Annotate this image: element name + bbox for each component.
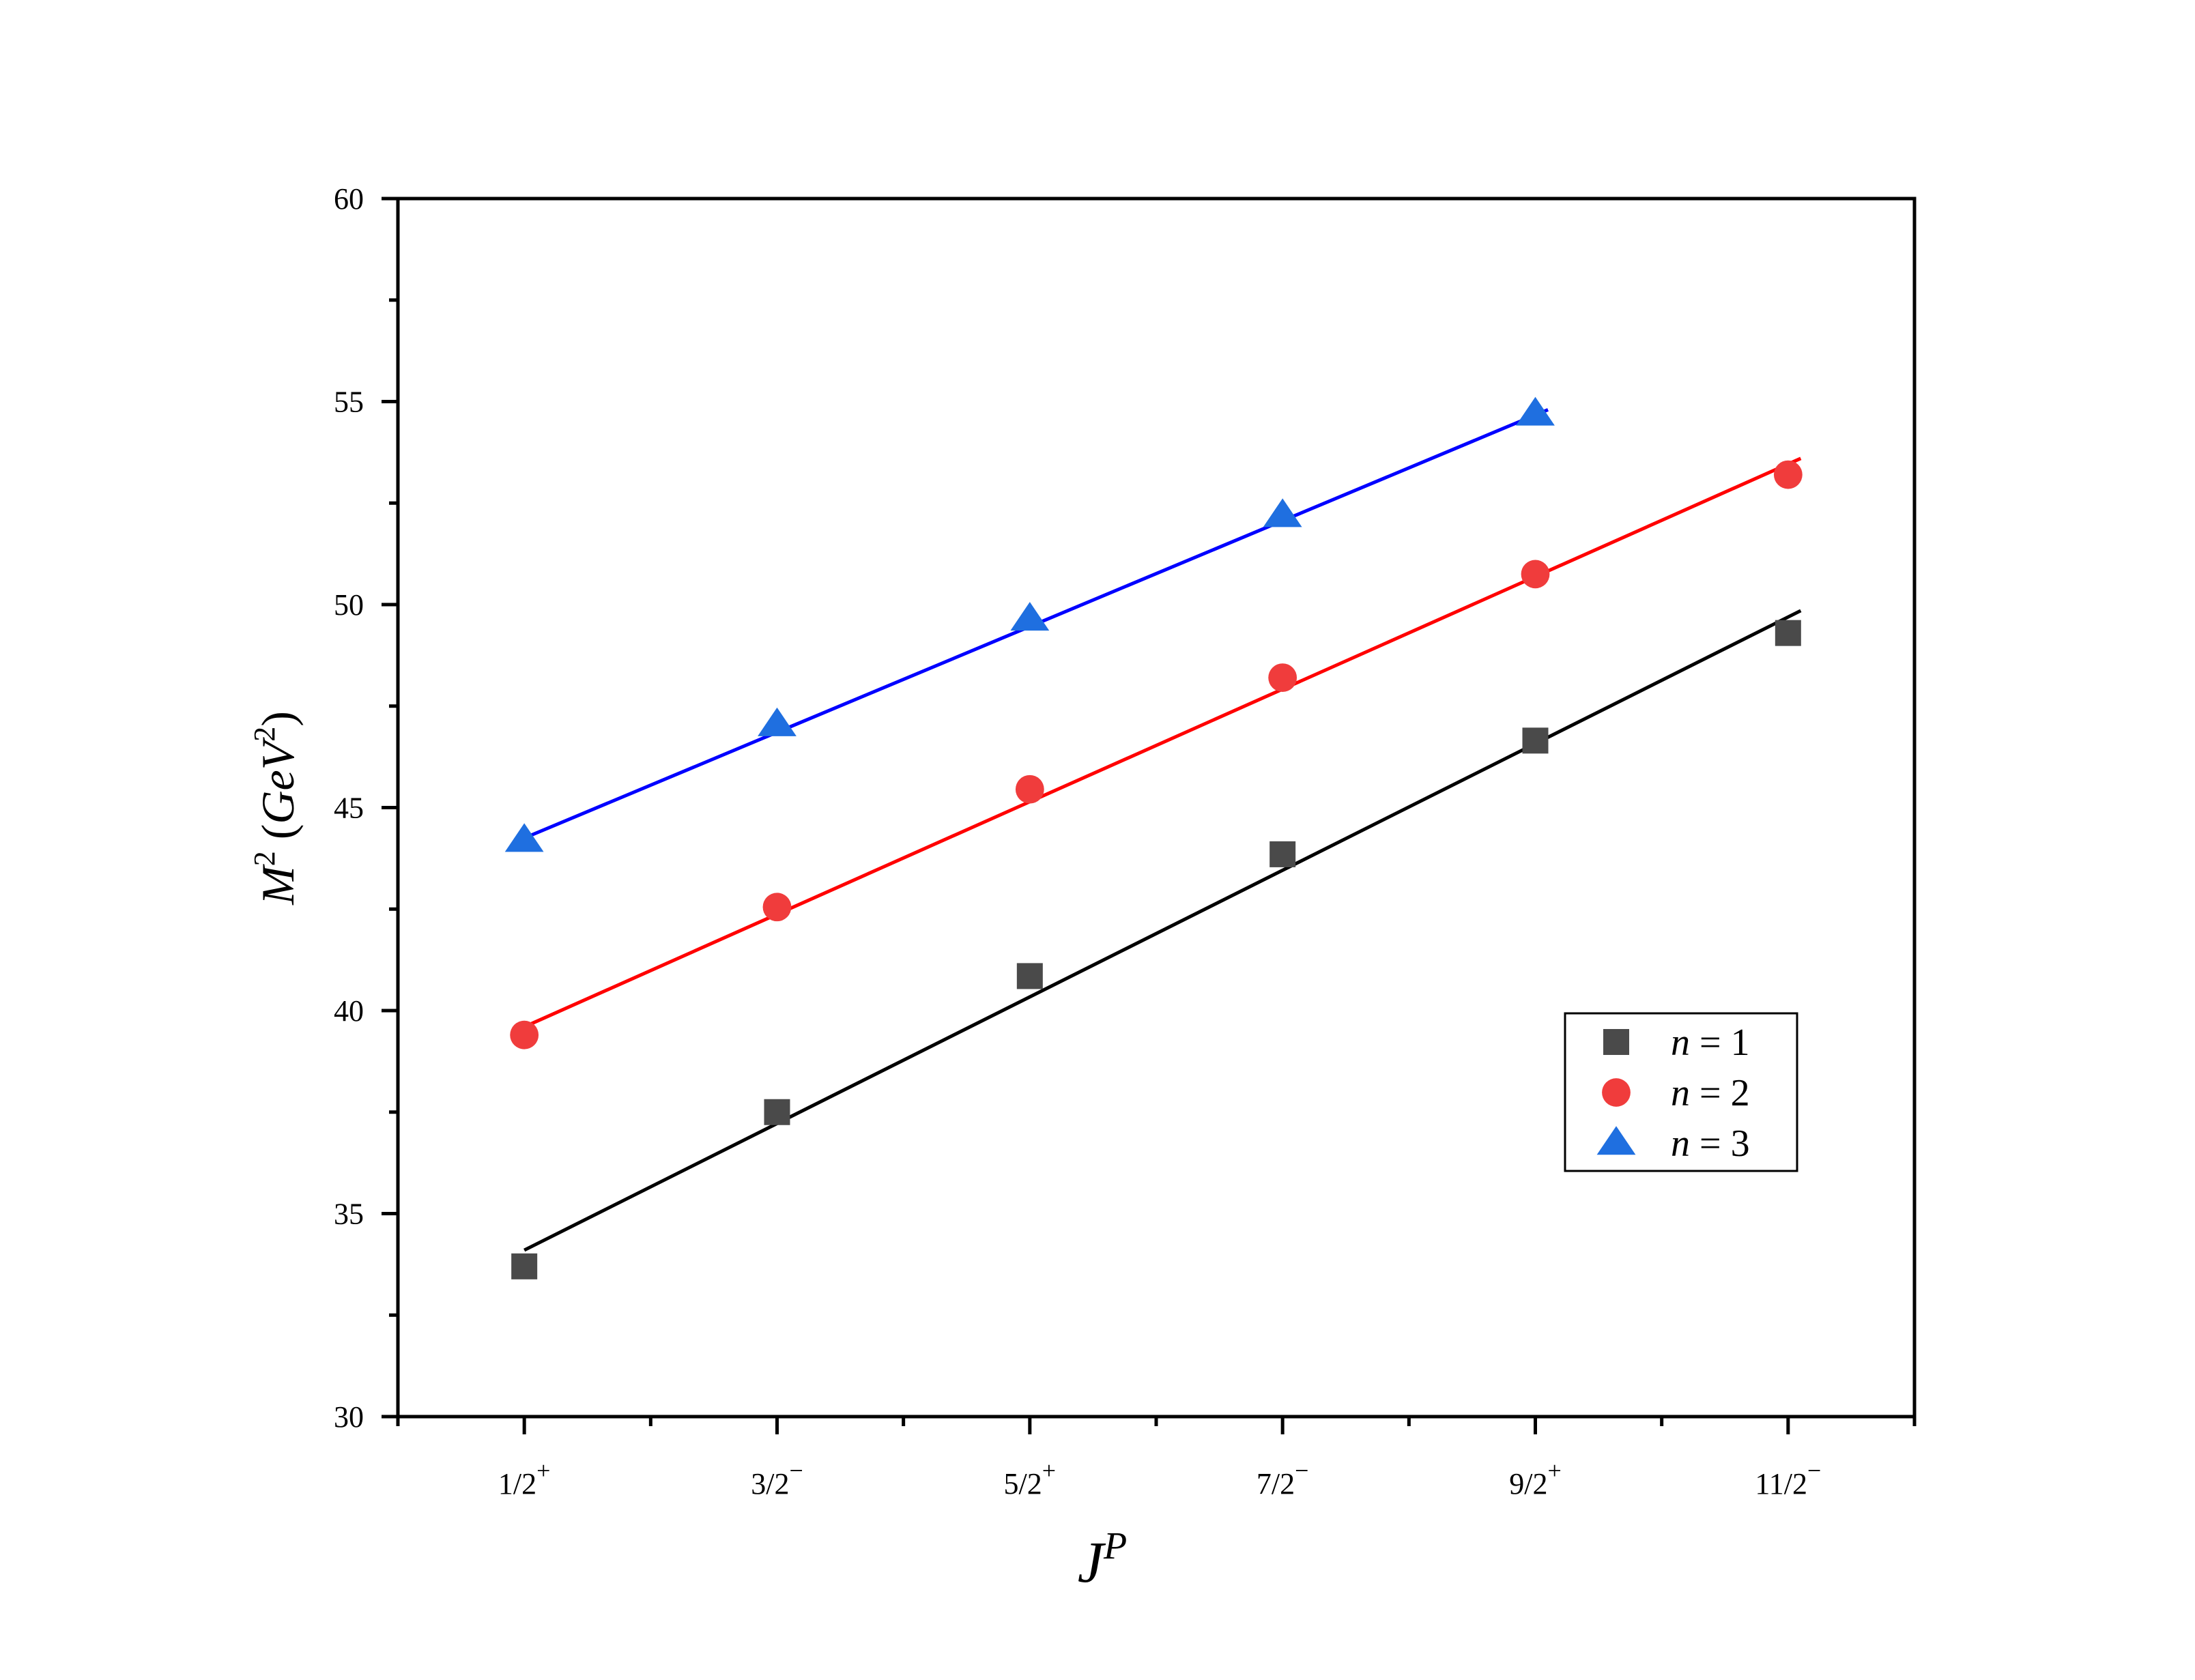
x-tick-label: 5/2+ bbox=[1004, 1457, 1057, 1501]
data-point-n3 bbox=[758, 707, 797, 736]
x-tick-label: 1/2+ bbox=[498, 1457, 551, 1501]
x-tick-label: 3/2− bbox=[751, 1457, 803, 1501]
x-tick-label: 9/2+ bbox=[1509, 1457, 1562, 1501]
y-tick-label: 30 bbox=[334, 1400, 364, 1434]
data-point-n1 bbox=[1016, 963, 1043, 989]
data-point-n2 bbox=[1773, 460, 1803, 489]
data-point-n1 bbox=[1269, 841, 1296, 867]
data-point-n2 bbox=[762, 893, 792, 922]
y-tick-label: 35 bbox=[334, 1198, 364, 1231]
legend-label-n2: n = 2 bbox=[1671, 1072, 1750, 1114]
data-point-n2 bbox=[1268, 663, 1297, 692]
data-markers bbox=[504, 396, 1803, 1279]
y-tick-label: 60 bbox=[334, 182, 364, 216]
data-point-n3 bbox=[1263, 498, 1302, 527]
data-point-n1 bbox=[1522, 727, 1549, 754]
data-point-n2 bbox=[1521, 560, 1550, 589]
x-axis-title: JP bbox=[1078, 1525, 1127, 1595]
data-point-n1 bbox=[511, 1253, 538, 1279]
fit-line-n2 bbox=[523, 457, 1802, 1029]
legend: n = 1 n = 2 n = 3 bbox=[1564, 1012, 1798, 1172]
legend-label-n1: n = 1 bbox=[1671, 1022, 1750, 1064]
y-tick-label: 55 bbox=[334, 386, 364, 419]
y-tick-label: 40 bbox=[334, 994, 364, 1028]
x-tick-label: 11/2− bbox=[1755, 1457, 1821, 1501]
legend-marker-n2 bbox=[1602, 1078, 1631, 1107]
x-axis: 1/2+ 3/2− 5/2+ 7/2− 9/2+ 11/2− bbox=[396, 1417, 1917, 1501]
data-point-n3 bbox=[1010, 602, 1050, 631]
y-tick-label: 50 bbox=[334, 588, 364, 622]
svg-text:M2 (GeV2): M2 (GeV2) bbox=[248, 711, 304, 906]
y-axis: 30 35 40 45 50 55 60 bbox=[334, 182, 398, 1434]
data-point-n3 bbox=[1516, 396, 1555, 426]
y-axis-title: M2 (GeV2) bbox=[248, 711, 304, 906]
data-point-n2 bbox=[1015, 774, 1044, 804]
legend-marker-n3 bbox=[1596, 1126, 1636, 1155]
data-point-n1 bbox=[1775, 620, 1801, 646]
x-tick-label: 7/2− bbox=[1257, 1457, 1309, 1501]
data-point-n2 bbox=[510, 1020, 539, 1049]
data-point-n3 bbox=[504, 823, 544, 852]
legend-marker-n1 bbox=[1603, 1029, 1629, 1055]
y-tick-label: 45 bbox=[334, 792, 364, 825]
fit-line-n1 bbox=[523, 609, 1802, 1252]
data-point-n1 bbox=[764, 1099, 790, 1125]
legend-label-n3: n = 3 bbox=[1671, 1123, 1750, 1165]
